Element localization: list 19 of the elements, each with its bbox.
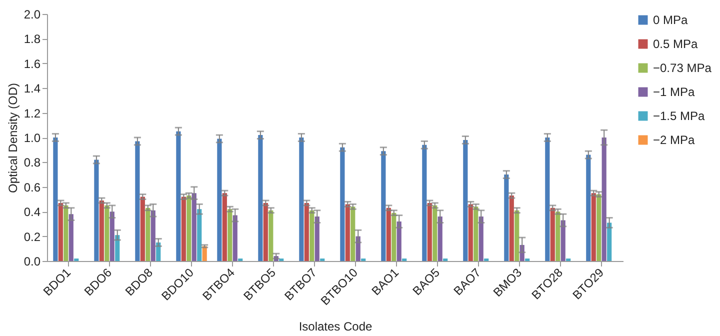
y-tick-label: 1.8 — [24, 32, 41, 46]
y-tick-label: 0.2 — [24, 230, 41, 244]
y-tick-label: 2.0 — [24, 8, 41, 22]
y-axis-title: Optical Density (OD) — [6, 82, 20, 194]
y-tick-label: 1.4 — [24, 82, 41, 96]
y-tick-label: 0.8 — [24, 156, 41, 170]
legend-label: −1.5 MPa — [653, 109, 706, 123]
y-tick-label: 0.0 — [24, 254, 41, 268]
y-tick-label: 0.4 — [24, 205, 41, 220]
legend-label: −2 MPa — [653, 133, 696, 147]
legend-label: 0 MPa — [653, 13, 688, 27]
legend-label: −0.73 MPa — [653, 61, 712, 75]
x-axis-title: Isolates Code — [298, 319, 373, 334]
legend-label: 0.5 MPa — [653, 37, 698, 51]
y-tick-label: 0.6 — [24, 180, 41, 194]
y-tick-label: 1.0 — [24, 131, 41, 145]
legend-label: −1 MPa — [653, 85, 696, 99]
y-tick-label: 1.2 — [24, 106, 41, 120]
y-tick-label: 1.6 — [24, 56, 41, 71]
